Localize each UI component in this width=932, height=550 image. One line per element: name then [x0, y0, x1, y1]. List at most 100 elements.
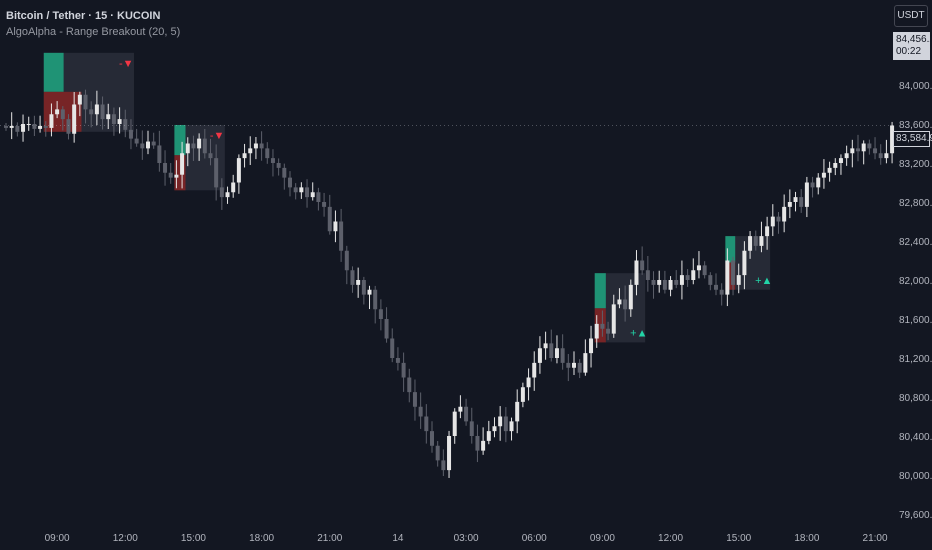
- candle: [43, 121, 48, 137]
- candle-body: [208, 153, 213, 159]
- candle-body: [214, 158, 219, 188]
- range-upper-zone: [174, 124, 186, 156]
- price-tick-label: 80,800.0: [899, 393, 932, 404]
- candle: [753, 230, 758, 251]
- candle-body: [645, 270, 650, 280]
- candle: [606, 321, 611, 341]
- candle: [214, 144, 219, 201]
- candle-body: [486, 431, 491, 441]
- candle-body: [373, 289, 378, 310]
- candle: [77, 91, 82, 117]
- candle: [180, 141, 185, 189]
- candle-body: [418, 406, 423, 417]
- candle-body: [867, 143, 872, 149]
- candle: [867, 139, 872, 155]
- candle: [356, 267, 361, 298]
- candle: [452, 408, 457, 444]
- candle: [412, 379, 417, 421]
- candle-body: [537, 348, 542, 363]
- candle-body: [350, 270, 355, 285]
- candle: [32, 115, 37, 136]
- candle: [458, 395, 463, 419]
- candle: [4, 123, 8, 131]
- candle-body: [714, 284, 718, 290]
- candle-body: [106, 114, 111, 120]
- candle-body: [617, 299, 622, 305]
- candle: [72, 91, 77, 143]
- price-tick-label: 81,200.0: [899, 354, 932, 365]
- candle: [634, 250, 639, 296]
- price-axis[interactable]: 84,000.0 83,600.0 83,200.0 82,800.0 82,400.0…: [899, 81, 932, 521]
- candle-body: [606, 328, 611, 334]
- time-tick-label: 15:00: [181, 533, 206, 544]
- candle: [350, 266, 355, 293]
- candle-body: [708, 275, 713, 285]
- candle-body: [753, 236, 758, 246]
- candle-body: [299, 187, 304, 193]
- candle: [435, 441, 440, 467]
- candle-body: [100, 104, 105, 120]
- candle-body: [838, 158, 843, 163]
- candle-body: [225, 192, 230, 198]
- candle-body: [725, 260, 730, 295]
- price-tick-label: 82,400.0: [899, 237, 932, 248]
- bearish-breakout-marker: -▼: [210, 130, 225, 142]
- countdown-time: 00:22: [896, 46, 922, 57]
- candle: [844, 145, 849, 166]
- candle-body: [276, 163, 281, 168]
- candle: [589, 325, 594, 368]
- candle-body: [623, 299, 628, 310]
- candle-body: [140, 143, 145, 149]
- candle-body: [696, 265, 701, 271]
- candle: [21, 114, 26, 142]
- candle: [645, 255, 650, 292]
- currency-button[interactable]: USDT: [894, 5, 928, 27]
- candle: [520, 382, 525, 408]
- time-tick-label: 06:00: [522, 533, 547, 544]
- candle-body: [151, 141, 156, 146]
- candle: [146, 130, 150, 155]
- candle: [554, 335, 559, 364]
- candle-body: [49, 114, 54, 128]
- indicator-title[interactable]: AlgoAlpha - Range Breakout (20, 5): [6, 26, 181, 38]
- time-axis[interactable]: 09:00 12:00 15:00 18:00 21:00 14 03:00 06:00 09:…: [45, 533, 888, 544]
- candle: [430, 421, 434, 453]
- candle-body: [339, 221, 344, 251]
- candle: [94, 90, 99, 126]
- candle: [26, 116, 31, 131]
- candle-body: [242, 153, 247, 159]
- candle-body: [861, 143, 866, 152]
- candle-body: [787, 202, 792, 207]
- symbol-title[interactable]: Bitcoin / Tether · 15 · KUCOIN: [6, 10, 161, 22]
- price-tick-label: 82,800.0: [899, 198, 932, 209]
- candle-body: [498, 416, 503, 427]
- candle: [526, 368, 531, 401]
- price-tick-label: 80,000.0: [899, 471, 932, 482]
- candle: [259, 131, 264, 161]
- range-upper-zone: [43, 52, 64, 92]
- time-tick-label: 18:00: [249, 533, 274, 544]
- range-lower-zone: [174, 155, 186, 191]
- time-tick-label: 21:00: [863, 533, 888, 544]
- candle-body: [685, 275, 690, 280]
- candle-body: [180, 153, 185, 175]
- candle: [55, 101, 60, 119]
- candle: [657, 270, 662, 293]
- candle: [395, 347, 400, 371]
- candle-body: [89, 109, 94, 115]
- candle-body: [333, 221, 338, 232]
- chart-legend: Bitcoin / Tether · 15 · KUCOIN AlgoAlpha…: [6, 8, 180, 40]
- candle-body: [492, 426, 497, 432]
- candle: [475, 424, 480, 463]
- candle-body: [827, 167, 832, 173]
- candle-body: [509, 421, 514, 432]
- candle: [100, 96, 105, 130]
- candle-body: [253, 143, 258, 149]
- candle-body: [850, 148, 855, 154]
- candle: [447, 430, 452, 478]
- candle-body: [816, 177, 821, 188]
- candle: [793, 191, 798, 212]
- candle-body: [60, 109, 65, 120]
- candle-body: [219, 187, 224, 198]
